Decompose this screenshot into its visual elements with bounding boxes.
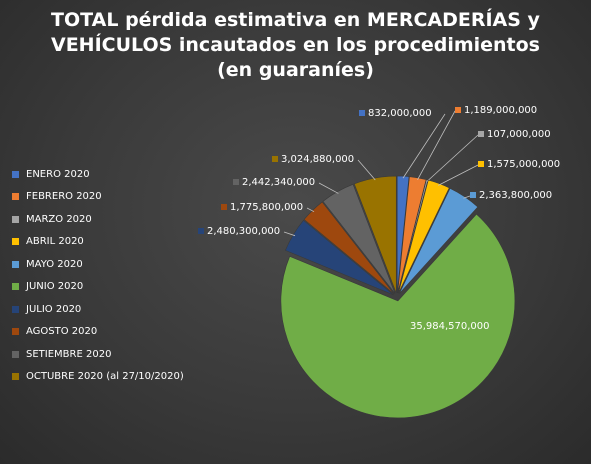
- data-label-marker: [233, 179, 239, 185]
- legend-item: OCTUBRE 2020 (al 27/10/2020): [12, 366, 184, 389]
- leader-line: [417, 110, 456, 180]
- legend-label: AGOSTO 2020: [26, 326, 98, 338]
- legend-label: MAYO 2020: [26, 258, 83, 270]
- data-label-marker: [478, 131, 484, 137]
- legend-swatch: [12, 305, 19, 313]
- pie-slice: [398, 187, 479, 294]
- data-label: 2,480,300,000: [207, 226, 280, 237]
- legend-item: MARZO 2020: [12, 208, 184, 231]
- legend-swatch: [12, 193, 19, 201]
- data-label: 2,442,340,000: [242, 177, 315, 188]
- data-label-marker: [221, 204, 227, 210]
- pie-slice: [397, 176, 427, 294]
- legend-item: MAYO 2020: [12, 253, 184, 276]
- data-label-marker: [470, 192, 476, 198]
- leader-line: [438, 164, 479, 186]
- leader-line: [426, 134, 479, 183]
- legend-label: JUNIO 2020: [26, 281, 84, 293]
- legend-label: OCTUBRE 2020 (al 27/10/2020): [26, 371, 184, 383]
- pie-slice: [396, 175, 410, 294]
- legend-swatch: [12, 170, 19, 178]
- legend-swatch: [12, 260, 19, 268]
- legend-item: JULIO 2020: [12, 298, 184, 321]
- pie-slice: [285, 219, 394, 296]
- pie-slice: [322, 183, 396, 294]
- pie-slice: [398, 179, 450, 294]
- data-label: 3,024,880,000: [281, 154, 354, 165]
- legend-item: AGOSTO 2020: [12, 321, 184, 344]
- data-label: 832,000,000: [368, 108, 432, 119]
- data-label-marker: [198, 228, 204, 234]
- legend-swatch: [12, 238, 19, 246]
- leader-line: [318, 182, 339, 194]
- data-label: 1,575,000,000: [487, 159, 560, 170]
- chart-title-line-2: VEHÍCULOS incautados en los procedimient…: [50, 34, 540, 56]
- data-label-marker: [359, 110, 365, 116]
- data-label-marker: [455, 107, 461, 113]
- legend-item: SETIEMBRE 2020: [12, 343, 184, 366]
- legend-label: ENERO 2020: [26, 168, 90, 180]
- data-label: 107,000,000: [487, 129, 551, 140]
- legend-item: JUNIO 2020: [12, 276, 184, 299]
- legend-label: FEBRERO 2020: [26, 191, 102, 203]
- leader-line: [357, 159, 376, 181]
- leader-line: [463, 195, 471, 199]
- leader-line: [402, 113, 446, 179]
- pie-slice: [397, 179, 429, 294]
- legend-swatch: [12, 373, 19, 381]
- legend: ENERO 2020 FEBRERO 2020 MARZO 2020 ABRIL 20…: [12, 163, 184, 388]
- pie-slice: [303, 201, 395, 295]
- legend-item: FEBRERO 2020: [12, 186, 184, 209]
- data-label-marker: [401, 323, 407, 329]
- legend-swatch: [12, 350, 19, 358]
- data-label-marker: [272, 156, 278, 162]
- legend-swatch: [12, 328, 19, 336]
- data-label: 35,984,570,000: [410, 321, 490, 332]
- legend-swatch: [12, 215, 19, 223]
- pie-slice: [280, 213, 516, 419]
- legend-label: MARZO 2020: [26, 213, 92, 225]
- data-label-marker: [478, 161, 484, 167]
- chart-title-line-1: TOTAL pérdida estimativa en MERCADERÍAS …: [51, 9, 540, 31]
- data-label: 2,363,800,000: [479, 190, 552, 201]
- data-label: 1,775,800,000: [230, 202, 303, 213]
- chart-title-line-3: (en guaraníes): [217, 59, 374, 81]
- legend-item: ENERO 2020: [12, 163, 184, 186]
- legend-item: ABRIL 2020: [12, 231, 184, 254]
- legend-swatch: [12, 283, 19, 291]
- leader-line: [306, 207, 315, 213]
- legend-label: JULIO 2020: [26, 303, 82, 315]
- data-label: 1,189,000,000: [464, 105, 537, 116]
- legend-label: SETIEMBRE 2020: [26, 348, 112, 360]
- pie-slice: [353, 175, 397, 294]
- leader-line: [283, 231, 296, 237]
- legend-label: ABRIL 2020: [26, 236, 84, 248]
- chart-title: TOTAL pérdida estimativa en MERCADERÍAS …: [0, 8, 591, 83]
